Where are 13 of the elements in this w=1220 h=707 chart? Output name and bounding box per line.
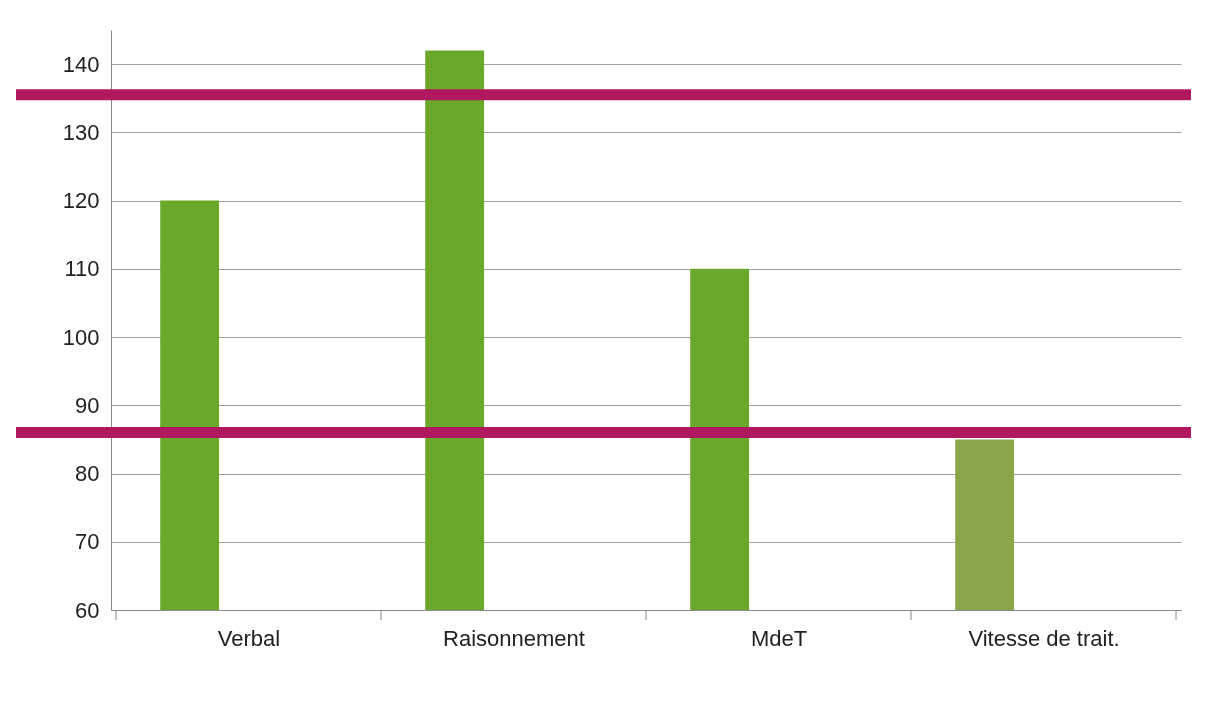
x-tick-label: Vitesse de trait. bbox=[968, 625, 1120, 651]
x-tick-label: MdeT bbox=[750, 625, 808, 651]
y-tick-label: 60 bbox=[75, 597, 100, 623]
y-tick-label: 120 bbox=[62, 188, 100, 214]
y-tick-label: 140 bbox=[62, 51, 100, 77]
x-tick-label: Verbal bbox=[217, 625, 281, 651]
y-tick-label: 130 bbox=[62, 119, 100, 145]
x-tick-label: Raisonnement bbox=[443, 625, 585, 651]
y-tick-label: 90 bbox=[75, 392, 100, 418]
y-tick-label: 70 bbox=[75, 529, 100, 555]
y-tick-label: 80 bbox=[75, 461, 100, 487]
y-tick-label: 100 bbox=[62, 324, 100, 350]
y-tick-label: 110 bbox=[64, 256, 100, 282]
